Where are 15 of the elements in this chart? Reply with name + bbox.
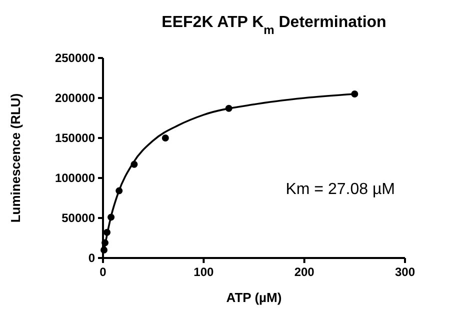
point	[162, 134, 169, 142]
x-tick-label: 100	[194, 265, 214, 279]
y-tick-label: 0	[88, 251, 96, 266]
chart-title: EEF2K ATP K$_{m}$ Determination	[162, 14, 386, 37]
x-axis-title: ATP (µM)	[226, 290, 282, 305]
y-axis-title: Luminescence (RLU)	[8, 93, 23, 223]
x-tick-label: 300	[394, 265, 416, 279]
y-tick-label: 200000	[54, 91, 96, 106]
x-tick-label: 200	[294, 265, 315, 279]
y-tick-label: 100000	[54, 171, 96, 186]
y-tick-label: 250000	[54, 51, 96, 66]
annotation: Km = 27.08 µM	[286, 181, 395, 198]
y-tick-label: 50000	[62, 211, 96, 226]
x-tick-label: 0	[100, 265, 107, 279]
y-tick-label: 150000	[54, 131, 96, 146]
